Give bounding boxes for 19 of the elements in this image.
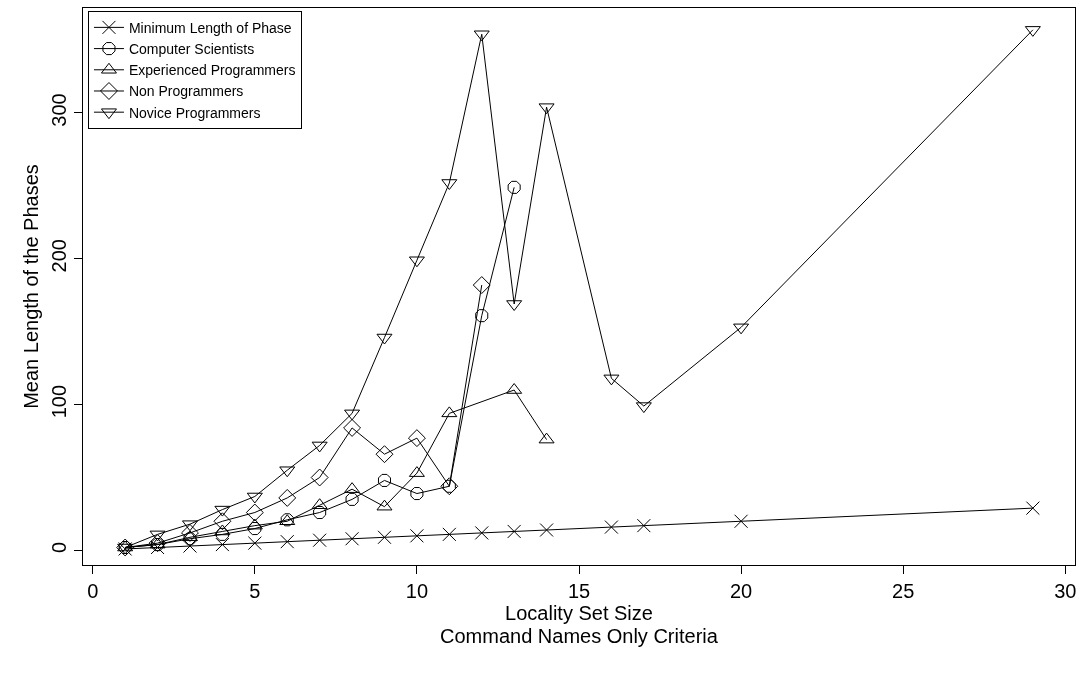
y-tick-label: 300: [48, 93, 70, 127]
x-tick-label: 0: [87, 580, 99, 602]
x-axis-title: Locality Set Size: [505, 602, 653, 624]
x-tick-label: 30: [1054, 580, 1077, 602]
legend-label: Computer Scientists: [128, 41, 255, 58]
legend-label: Minimum Length of Phase: [128, 19, 292, 36]
legend-label: Experienced Programmers: [128, 62, 296, 79]
y-axis-title: Mean Length of the Phases: [19, 164, 42, 409]
x-tick-label: 5: [249, 580, 261, 602]
y-tick-label: 0: [48, 541, 70, 553]
y-tick-label: 100: [48, 384, 70, 419]
x-tick-label: 20: [729, 580, 753, 602]
y-tick-label: 200: [48, 239, 70, 273]
text: Command Names Only Criteria: [440, 625, 719, 647]
x-tick-label: 10: [405, 580, 429, 602]
x-tick-label: 15: [567, 580, 591, 602]
legend-label: Non Programmers: [128, 83, 244, 100]
legend-label: Novice Programmers: [128, 104, 261, 121]
x-tick-label: 25: [892, 580, 915, 602]
